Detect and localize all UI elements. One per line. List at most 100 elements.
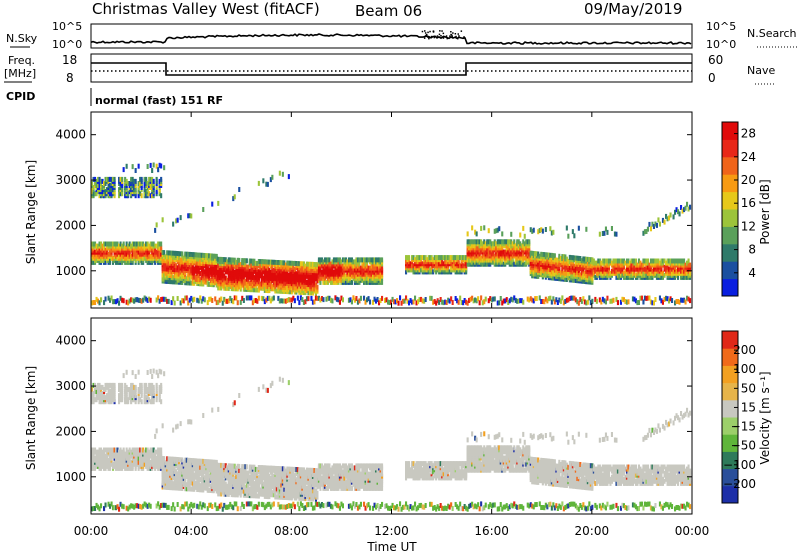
power-cell	[681, 297, 684, 303]
power-cell	[91, 241, 94, 247]
power-cell	[307, 286, 310, 292]
power-cell	[179, 251, 182, 257]
power-cell	[373, 296, 376, 302]
power-cell	[260, 295, 263, 301]
power-cell	[145, 176, 148, 182]
power-cell	[101, 243, 104, 249]
power-cell	[571, 273, 574, 279]
power-cell	[185, 295, 188, 301]
power-cell	[513, 251, 516, 257]
power-cell	[142, 241, 145, 247]
velocity-cell	[109, 503, 112, 509]
power-cell	[519, 259, 522, 265]
power-cell	[179, 279, 182, 285]
velocity-cell	[95, 449, 98, 455]
power-cell	[94, 300, 97, 305]
power-cell	[304, 299, 307, 305]
power-cell	[268, 295, 271, 301]
power-cell	[665, 213, 668, 219]
power-cell	[134, 187, 137, 193]
power-cell	[562, 254, 565, 260]
power-cell	[98, 181, 101, 186]
power-cell	[561, 295, 564, 301]
power-cell	[621, 296, 624, 302]
power-cell	[320, 275, 323, 281]
power-cell	[643, 266, 646, 272]
power-cell	[167, 298, 170, 304]
power-cell	[495, 228, 498, 234]
nsearch-label: N.Search	[747, 27, 797, 40]
power-cell	[235, 295, 238, 301]
power-cell	[334, 279, 337, 285]
power-cell	[97, 176, 100, 182]
power-cell	[541, 299, 544, 304]
power-cell	[531, 297, 534, 303]
power-cell	[481, 300, 484, 306]
power-cell	[218, 285, 221, 291]
power-cell	[439, 255, 442, 261]
power-cell	[674, 274, 677, 280]
power-cell	[136, 297, 139, 303]
power-cell	[242, 278, 245, 284]
power-cell	[522, 239, 525, 245]
power-cell	[417, 299, 420, 305]
power-cell	[672, 258, 675, 264]
power-cell	[127, 181, 130, 186]
velocity-cell	[130, 449, 133, 455]
power-cell	[460, 300, 463, 305]
power-cell	[610, 226, 613, 231]
power-cell	[202, 265, 205, 271]
velocity-cell	[92, 465, 95, 471]
power-cell	[501, 257, 504, 263]
power-cell	[420, 296, 423, 302]
power-cell	[631, 258, 634, 264]
power-cell	[211, 201, 214, 207]
power-cell	[223, 296, 226, 302]
power-cell	[271, 263, 274, 269]
power-cell	[269, 298, 272, 304]
power-cell	[519, 232, 522, 238]
power-cell	[103, 249, 106, 255]
power-cell	[669, 296, 672, 302]
power-cell	[502, 298, 505, 304]
power-cell	[454, 296, 457, 301]
power-cell	[289, 260, 292, 266]
power-cell	[206, 279, 209, 285]
power-cell	[400, 300, 403, 306]
power-cell	[589, 257, 592, 263]
velocity-cell	[145, 395, 148, 401]
power-cell	[337, 277, 340, 283]
power-cell	[149, 176, 152, 182]
velocity-cell	[103, 447, 106, 453]
power-cell	[176, 296, 179, 301]
velocity-cell	[107, 457, 110, 463]
power-cell	[372, 263, 375, 269]
power-cell	[121, 253, 124, 259]
power-cell	[325, 257, 328, 263]
power-cell	[271, 296, 274, 302]
power-cell	[361, 267, 364, 273]
power-cell	[335, 275, 338, 281]
velocity-cell	[112, 461, 115, 467]
power-cell	[498, 251, 501, 257]
power-cell	[242, 298, 245, 303]
power-cell	[522, 261, 525, 267]
power-cell	[448, 255, 451, 261]
power-cell	[256, 287, 259, 293]
power-cell	[687, 262, 690, 268]
power-cell	[166, 258, 169, 264]
power-cell	[529, 260, 532, 266]
power-cell	[432, 263, 435, 269]
power-cell	[257, 259, 260, 264]
power-cell	[133, 298, 136, 304]
power-cell	[200, 279, 203, 285]
velocity-cell	[118, 399, 121, 405]
power-cell	[283, 260, 286, 266]
power-cell	[277, 276, 280, 282]
power-cell	[146, 181, 149, 186]
power-cell	[540, 260, 543, 265]
velocity-cell	[94, 455, 97, 461]
power-cell	[268, 286, 271, 292]
power-cell	[684, 205, 687, 211]
power-cell	[217, 256, 220, 262]
